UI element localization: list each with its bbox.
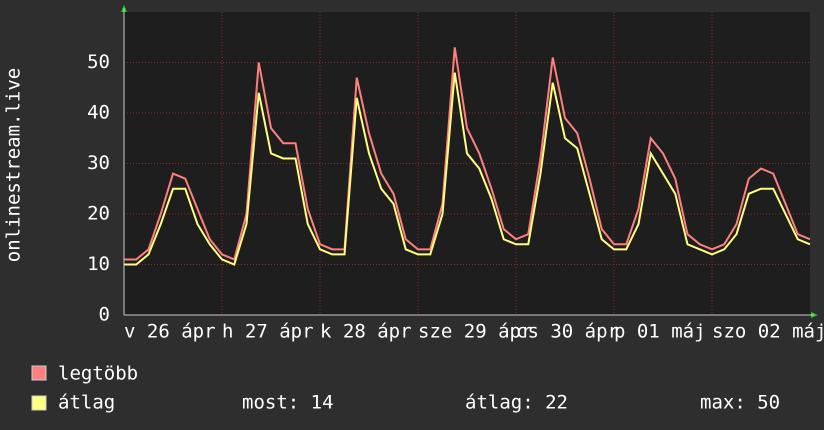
legend-swatch [31, 365, 47, 381]
x-tick-label: p 01 máj [614, 321, 706, 343]
y-axis-label: onlinestream.live [3, 68, 25, 262]
y-tick-label: 20 [87, 203, 110, 225]
x-tick-label: k 28 ápr [320, 321, 412, 343]
x-tick-label: cs 30 ápr [516, 321, 619, 343]
series-line [124, 72, 811, 266]
legend-swatch [31, 395, 47, 411]
stat-label: max: 50 [700, 392, 780, 414]
x-tick-label: sze 29 ápr [418, 321, 532, 343]
legend-label: átlag [58, 392, 115, 414]
series-line [124, 47, 811, 261]
y-tick-label: 30 [87, 152, 110, 174]
stat-label: most: 14 [242, 392, 334, 414]
x-tick-label: szo 02 máj [712, 321, 824, 343]
x-tick-label: v 26 ápr [124, 321, 216, 343]
y-tick-label: 0 [99, 304, 110, 326]
y-tick-label: 40 [87, 102, 110, 124]
y-tick-label: 50 [87, 51, 110, 73]
y-tick-label: 10 [87, 253, 110, 275]
axis-arrow [811, 312, 818, 318]
x-tick-label: h 27 ápr [222, 321, 314, 343]
legend-label: legtöbb [58, 363, 138, 385]
stat-label: átlag: 22 [465, 392, 568, 414]
